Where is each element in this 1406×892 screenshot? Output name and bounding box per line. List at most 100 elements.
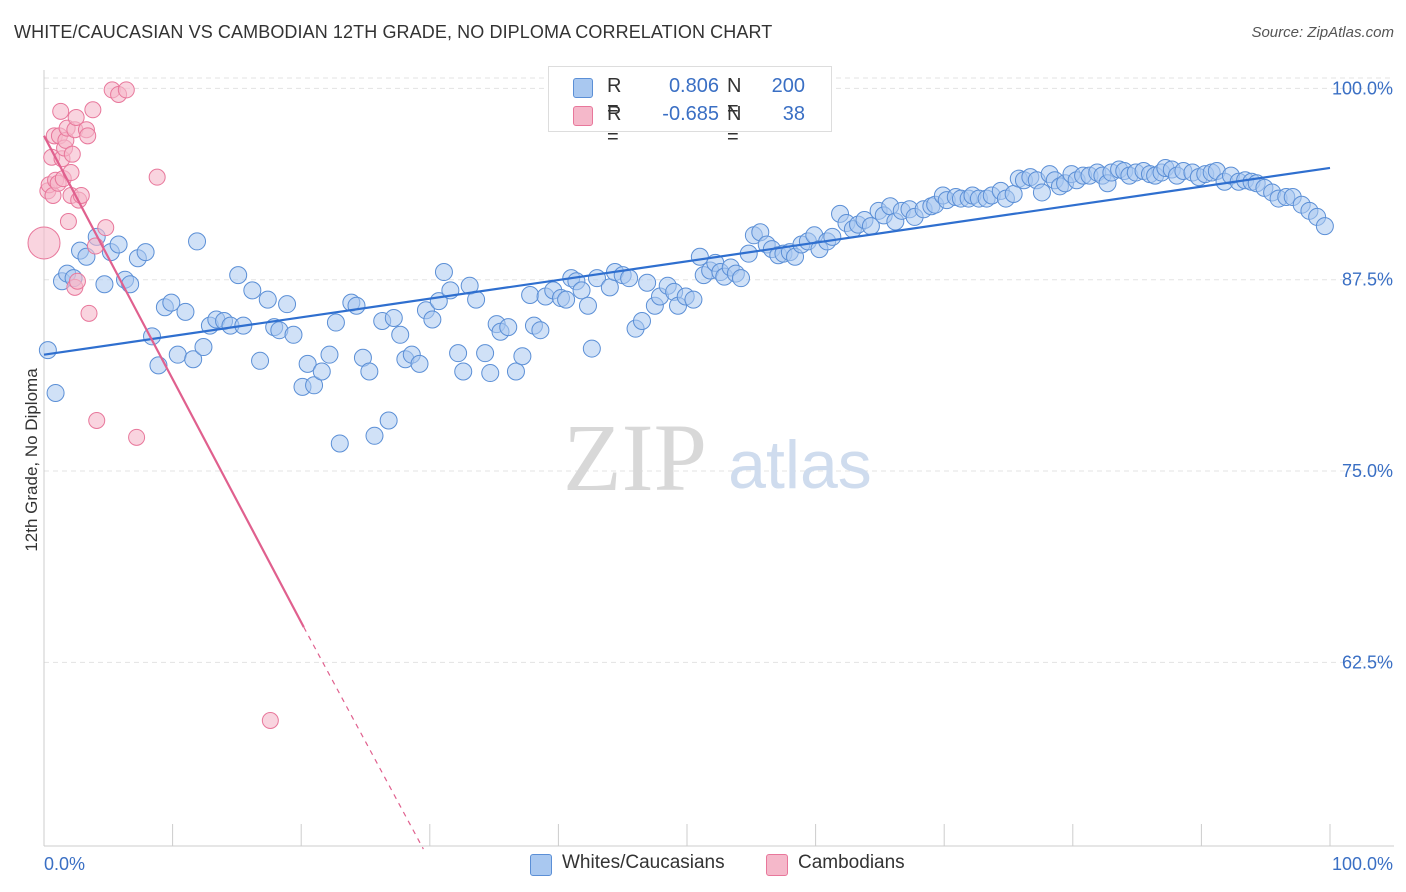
legend-r-label: R = (607, 103, 622, 148)
data-point-whites (434, 263, 453, 282)
data-point-whites (330, 434, 349, 453)
data-point-cambodians (27, 226, 61, 260)
data-point-whites (229, 266, 248, 285)
data-point-whites (136, 243, 155, 262)
data-point-cambodians (128, 428, 146, 446)
x-axis-tick-labels: 0.0% 100.0% (44, 854, 1393, 874)
data-point-whites (109, 235, 128, 254)
data-point-whites (476, 344, 495, 363)
data-point-whites (384, 308, 403, 327)
data-point-cambodians (148, 168, 166, 186)
data-point-whites (582, 339, 601, 358)
chart-source: Source: ZipAtlas.com (1251, 24, 1394, 41)
data-point-whites (732, 269, 751, 288)
data-point-whites (298, 354, 317, 373)
data-point-cambodians (88, 412, 106, 430)
legend-swatch-whites (530, 854, 552, 876)
data-point-cambodians (117, 81, 135, 99)
trend-line-cambodians-extension (303, 626, 424, 850)
legend-n-label: N = (727, 103, 742, 148)
legend-r-label: R = (607, 75, 622, 120)
x-tick-label: 0.0% (44, 854, 85, 874)
legend-label-cambodians: Cambodians (798, 852, 905, 873)
grid-lines (43, 70, 1394, 847)
y-axis-tick-labels: 100.0% 87.5% 75.0% 62.5% (1332, 78, 1393, 672)
data-point-whites (620, 269, 639, 288)
legend-n-value: 200 (771, 75, 805, 97)
data-point-cambodians (67, 108, 85, 126)
data-point-whites (521, 285, 540, 304)
legend-swatch-cambodians (766, 854, 788, 876)
data-point-whites (481, 364, 500, 383)
data-point-whites (38, 341, 57, 360)
data-point-whites (506, 362, 525, 381)
data-point-whites (243, 281, 262, 300)
data-point-whites (499, 318, 518, 337)
data-point-cambodians (97, 219, 115, 237)
data-point-cambodians (63, 145, 81, 163)
data-point-whites (326, 313, 345, 332)
trend-line-whites (43, 166, 1331, 356)
data-point-cambodians (52, 102, 70, 120)
data-point-whites (184, 350, 203, 369)
data-point-whites (684, 290, 703, 309)
data-point-whites (391, 325, 410, 344)
data-point-whites (188, 232, 207, 251)
data-point-whites (176, 302, 195, 321)
legend-swatch-whites (573, 78, 593, 98)
data-point-cambodians (79, 127, 97, 145)
data-point-whites (632, 312, 651, 331)
data-point-whites (531, 321, 550, 340)
y-tick-label: 87.5% (1342, 270, 1393, 290)
y-tick-label: 75.0% (1342, 461, 1393, 481)
series-legend: Whites/Caucasians Cambodians (0, 852, 1406, 878)
data-point-whites (360, 362, 379, 381)
trend-lines (43, 135, 1331, 850)
data-point-cambodians (261, 711, 279, 729)
data-point-whites (162, 293, 181, 312)
data-point-whites (513, 347, 532, 366)
data-point-whites (168, 345, 187, 364)
y-tick-label: 62.5% (1342, 652, 1393, 672)
data-point-whites (278, 295, 297, 314)
data-point-whites (557, 290, 576, 309)
legend-n-label: N = (727, 75, 742, 120)
data-point-whites (410, 354, 429, 373)
watermark-zip: ZIP (563, 404, 707, 511)
data-point-whites (449, 344, 468, 363)
x-tick-label: 100.0% (1332, 854, 1393, 874)
chart-title: WHITE/CAUCASIAN VS CAMBODIAN 12TH GRADE,… (14, 22, 773, 42)
data-point-whites (638, 273, 657, 292)
data-point-cambodians (84, 101, 102, 119)
data-point-whites (312, 362, 331, 381)
data-point-whites (194, 338, 213, 357)
data-point-whites (1315, 217, 1334, 236)
legend-r-value: -0.685 (662, 103, 719, 125)
legend-label-whites: Whites/Caucasians (562, 852, 725, 873)
data-point-whites (379, 411, 398, 430)
data-point-whites (454, 362, 473, 381)
series-whites-points (38, 158, 1334, 453)
data-point-whites (121, 275, 140, 294)
data-point-whites (251, 351, 270, 370)
data-point-whites (46, 383, 65, 402)
data-point-whites (320, 345, 339, 364)
data-point-whites (365, 426, 384, 445)
series-cambodians-points (27, 81, 279, 729)
data-point-whites (1032, 183, 1051, 202)
data-point-whites (572, 281, 591, 300)
data-point-cambodians (80, 304, 98, 322)
data-point-whites (600, 278, 619, 297)
legend-r-value: 0.806 (668, 75, 719, 97)
data-point-whites (578, 296, 597, 315)
data-point-whites (284, 325, 303, 344)
correlation-legend: R = 0.806 N = 200 R = -0.685 N = 38 (548, 66, 832, 148)
data-point-whites (823, 227, 842, 246)
data-point-whites (95, 275, 114, 294)
trend-line-cambodians (43, 135, 305, 628)
data-point-whites (305, 376, 324, 395)
data-point-cambodians (59, 213, 77, 231)
x-axis-ticks (43, 824, 1331, 846)
y-tick-label: 100.0% (1332, 78, 1393, 98)
